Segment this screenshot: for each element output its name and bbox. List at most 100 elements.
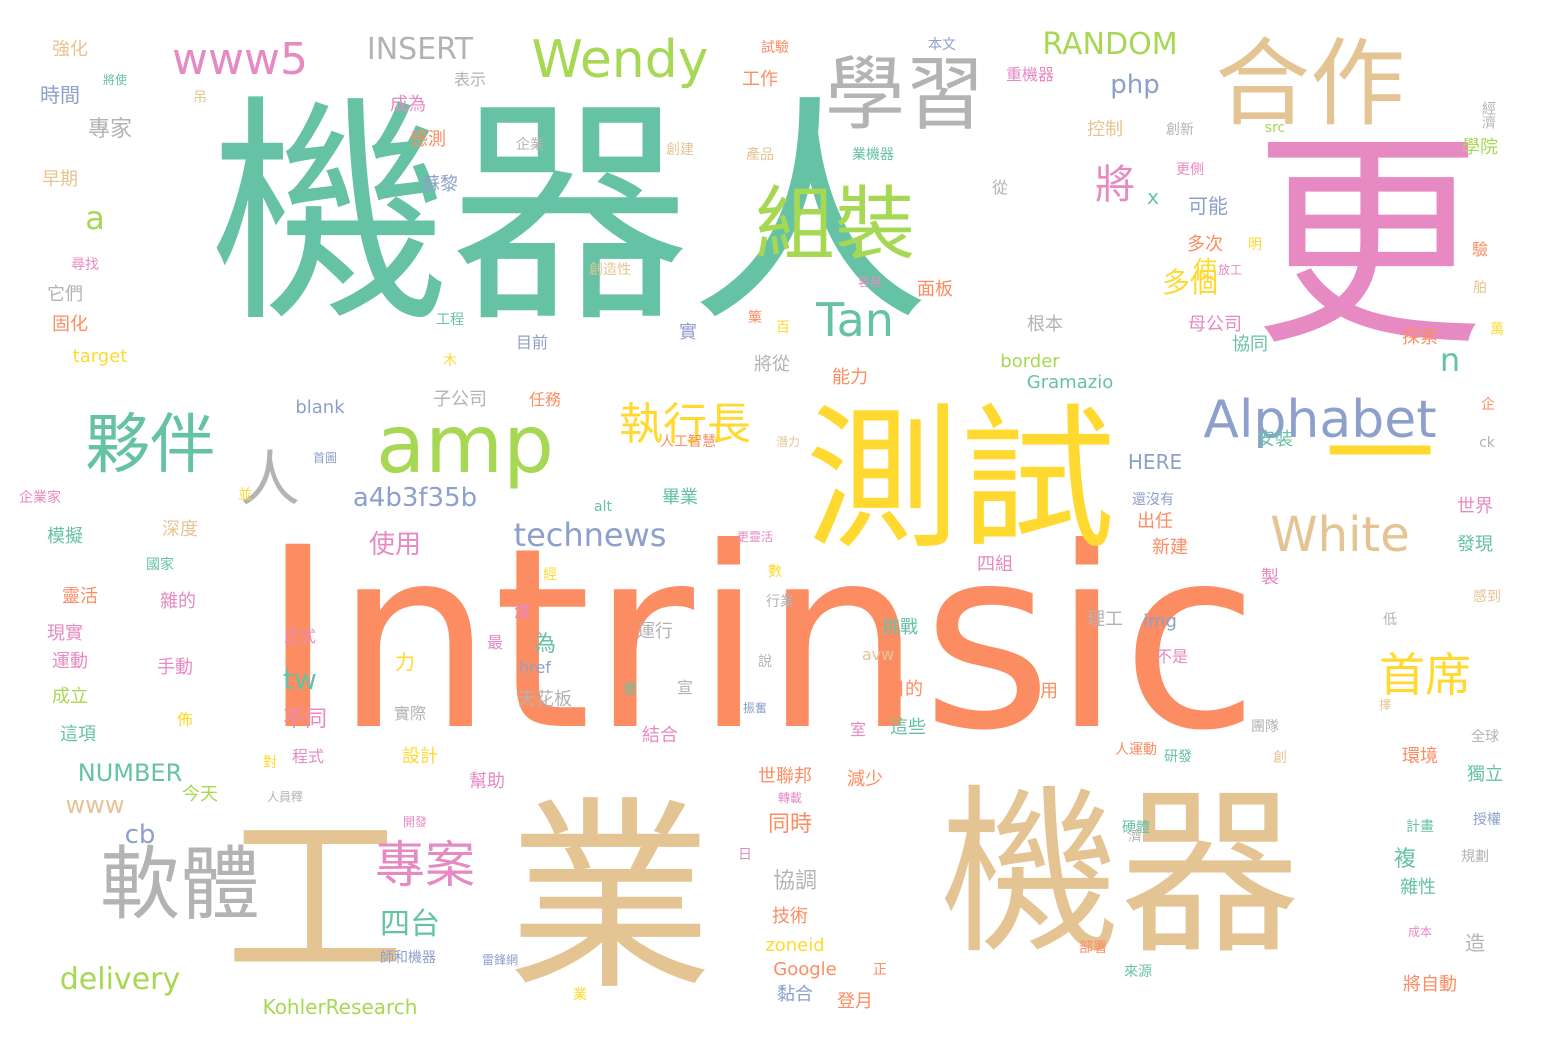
word-zheng: 正 [873,962,887,978]
word-renwu: 任務 [528,390,562,409]
word-xunzhao: 尋找 [71,257,99,273]
word-qiyejia: 企業家 [19,490,61,506]
word-leifengwang: 雷鋒網 [481,953,519,967]
word-kohlerresearch: KohlerResearch [262,995,418,1019]
word-x: x [1147,185,1159,209]
word-youyong: 有用 [1022,681,1058,702]
word-xuexi: 學習 [825,48,985,141]
word-zaoqi: 早期 [42,169,78,190]
word-moni: 模擬 [47,526,83,547]
word-muqian: 目前 [515,333,549,352]
word-keneng: 可能 [1188,194,1228,218]
word-jingji: 經濟 [1480,101,1496,129]
word-zhenfen: 振奮 [742,701,768,715]
word-border: border [1000,351,1060,372]
word-gongcheng: 工程 [436,312,464,328]
word-geng: 更 [1252,111,1484,378]
word-shu: 數 [768,564,782,580]
word-zhuanjia: 專家 [87,117,133,142]
word-xinjian: 新建 [1152,537,1188,558]
word-genglinghuo: 更靈活 [736,530,774,544]
word-bai: 百 [776,320,790,336]
word-shoudong: 手動 [157,657,193,678]
word-ji: 濟 [1128,829,1142,845]
word-jiangzidong: 將自動 [1403,974,1457,995]
word-shiyan: 試驗 [761,40,789,56]
word-zhuanan: 專案 [375,836,475,894]
word-shouxi: 首席 [1379,648,1471,702]
word-chuangxin: 創新 [1166,122,1194,138]
word-biaoshi: 表示 [453,70,487,89]
word-tiaozhan: 挑戰 [882,617,918,638]
word-shi3: 室 [849,720,867,739]
word-shihejiqi: 師和機器 [380,950,436,966]
word-alt: alt [594,499,612,515]
word-duli: 獨立 [1467,764,1503,785]
word-fu: 複 [1393,847,1417,872]
word-huoban: 夥伴 [84,407,216,483]
word-wei: 為 [533,632,557,657]
word-jintian: 今天 [182,784,218,805]
word-guhua: 固化 [52,314,88,335]
word-hezuo: 合作 [1214,29,1406,140]
word-yi: 一 [1325,391,1435,519]
word-xianshi: 現實 [47,623,83,644]
word-www5: www5 [172,34,308,85]
word-tan: Tan [816,293,894,347]
word-di: 低 [1383,612,1397,628]
word-ruanti: 軟體 [100,838,260,931]
word-shiji: 實際 [393,704,427,723]
word-gongzuo: 工作 [742,69,778,90]
word-jiehe: 結合 [642,725,678,746]
word-bushi: 不是 [1155,647,1189,666]
word-suli: 蘇黎 [422,174,458,195]
word-ye2: 業 [573,987,587,1003]
word-gance: 感測 [410,129,446,150]
word-renyundong: 人運動 [1115,742,1157,758]
word-linghuo: 靈活 [62,586,98,607]
word-jiangshi: 將使 [102,73,128,87]
word-zade: 雜的 [160,591,196,612]
word-ligong: 理工 [1087,609,1123,630]
word-mugongsi: 母公司 [1188,314,1242,335]
word-jing: 經 [543,567,557,583]
word-a4b3f35b: a4b3f35b [352,483,478,513]
word-a: a [85,199,105,237]
word-zhengshi: 正式 [283,627,317,646]
word-bing: 並 [238,487,252,503]
word-ri: 日 [738,847,752,863]
word-ming: 明 [1248,237,1262,253]
word-jiqi: 機器 [939,770,1301,979]
word-blank: blank [295,397,345,418]
word-yunxing: 運行 [637,621,673,642]
word-sheji: 設計 [402,746,438,767]
word-zhu: 篥 [748,310,762,326]
word-gengce: 更側 [1176,162,1204,178]
word-genben: 根本 [1027,314,1063,335]
word-jishu: 技術 [772,906,808,927]
word-shoutu: 首圖 [312,451,338,465]
word-zhuanzai: 轉載 [777,791,803,805]
word-zigongsi: 子公司 [433,389,487,410]
word-zhexiang: 這項 [60,724,96,745]
word-xueyuan: 學院 [1462,137,1498,158]
word-butong: 不同 [282,707,328,732]
word-chengshi: 程式 [291,747,325,766]
word-duoci: 多次 [1187,234,1223,255]
word-kongzhi: 控制 [1087,119,1123,140]
word-wan: 萬 [1490,322,1504,338]
word-nianhe: 黏合 [777,984,813,1005]
word-xietiao: 協調 [772,869,818,894]
word-dengyue: 登月 [837,991,873,1012]
word-zhi: 製 [1261,567,1279,588]
word-white: White [1270,507,1410,563]
word-google: Google [773,959,837,980]
word-amp: amp [376,398,554,491]
word-bushu: 部署 [1079,940,1107,956]
word-technews: technews [513,516,667,554]
word-ze: 擇 [1378,698,1392,712]
word-intrinsic: Intrinsic [260,494,1260,785]
word-shilianbang: 世聯邦 [758,766,812,787]
word-gramazio: Gramazio [1026,372,1114,393]
word-yundong: 運動 [52,651,88,672]
